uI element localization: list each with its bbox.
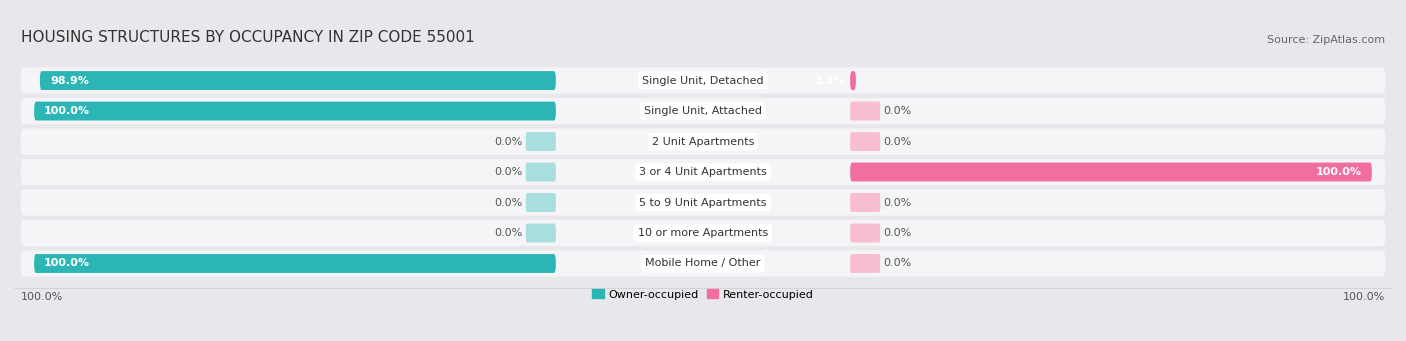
- Text: 0.0%: 0.0%: [494, 167, 523, 177]
- Text: 100.0%: 100.0%: [21, 293, 63, 302]
- FancyBboxPatch shape: [526, 224, 555, 242]
- FancyBboxPatch shape: [851, 193, 880, 212]
- FancyBboxPatch shape: [851, 71, 856, 90]
- Text: 0.0%: 0.0%: [883, 228, 912, 238]
- Text: 100.0%: 100.0%: [1343, 293, 1385, 302]
- Text: Source: ZipAtlas.com: Source: ZipAtlas.com: [1267, 35, 1385, 45]
- FancyBboxPatch shape: [851, 132, 880, 151]
- Text: 2 Unit Apartments: 2 Unit Apartments: [652, 136, 754, 147]
- FancyBboxPatch shape: [21, 98, 1385, 124]
- Text: 0.0%: 0.0%: [883, 197, 912, 208]
- Text: 0.0%: 0.0%: [883, 106, 912, 116]
- Text: 5 to 9 Unit Apartments: 5 to 9 Unit Apartments: [640, 197, 766, 208]
- Text: 10 or more Apartments: 10 or more Apartments: [638, 228, 768, 238]
- FancyBboxPatch shape: [21, 250, 1385, 277]
- Text: 0.0%: 0.0%: [494, 197, 523, 208]
- FancyBboxPatch shape: [21, 220, 1385, 246]
- FancyBboxPatch shape: [851, 224, 880, 242]
- Text: 100.0%: 100.0%: [44, 106, 90, 116]
- Text: 100.0%: 100.0%: [44, 258, 90, 268]
- Text: 0.0%: 0.0%: [883, 258, 912, 268]
- Text: 100.0%: 100.0%: [1316, 167, 1362, 177]
- Text: Mobile Home / Other: Mobile Home / Other: [645, 258, 761, 268]
- Text: 0.0%: 0.0%: [494, 136, 523, 147]
- FancyBboxPatch shape: [851, 254, 880, 273]
- Text: 0.0%: 0.0%: [494, 228, 523, 238]
- Text: 1.1%: 1.1%: [815, 76, 846, 86]
- FancyBboxPatch shape: [21, 68, 1385, 94]
- Text: 98.9%: 98.9%: [49, 76, 89, 86]
- FancyBboxPatch shape: [21, 189, 1385, 216]
- FancyBboxPatch shape: [526, 132, 555, 151]
- Text: Single Unit, Detached: Single Unit, Detached: [643, 76, 763, 86]
- FancyBboxPatch shape: [21, 129, 1385, 155]
- FancyBboxPatch shape: [851, 163, 1372, 181]
- Text: 0.0%: 0.0%: [883, 136, 912, 147]
- FancyBboxPatch shape: [34, 102, 555, 120]
- Text: HOUSING STRUCTURES BY OCCUPANCY IN ZIP CODE 55001: HOUSING STRUCTURES BY OCCUPANCY IN ZIP C…: [21, 30, 474, 45]
- FancyBboxPatch shape: [851, 102, 880, 120]
- Text: Single Unit, Attached: Single Unit, Attached: [644, 106, 762, 116]
- FancyBboxPatch shape: [21, 159, 1385, 185]
- Text: 3 or 4 Unit Apartments: 3 or 4 Unit Apartments: [640, 167, 766, 177]
- FancyBboxPatch shape: [526, 163, 555, 181]
- FancyBboxPatch shape: [34, 254, 555, 273]
- FancyBboxPatch shape: [39, 71, 555, 90]
- Legend: Owner-occupied, Renter-occupied: Owner-occupied, Renter-occupied: [592, 290, 814, 300]
- FancyBboxPatch shape: [526, 193, 555, 212]
